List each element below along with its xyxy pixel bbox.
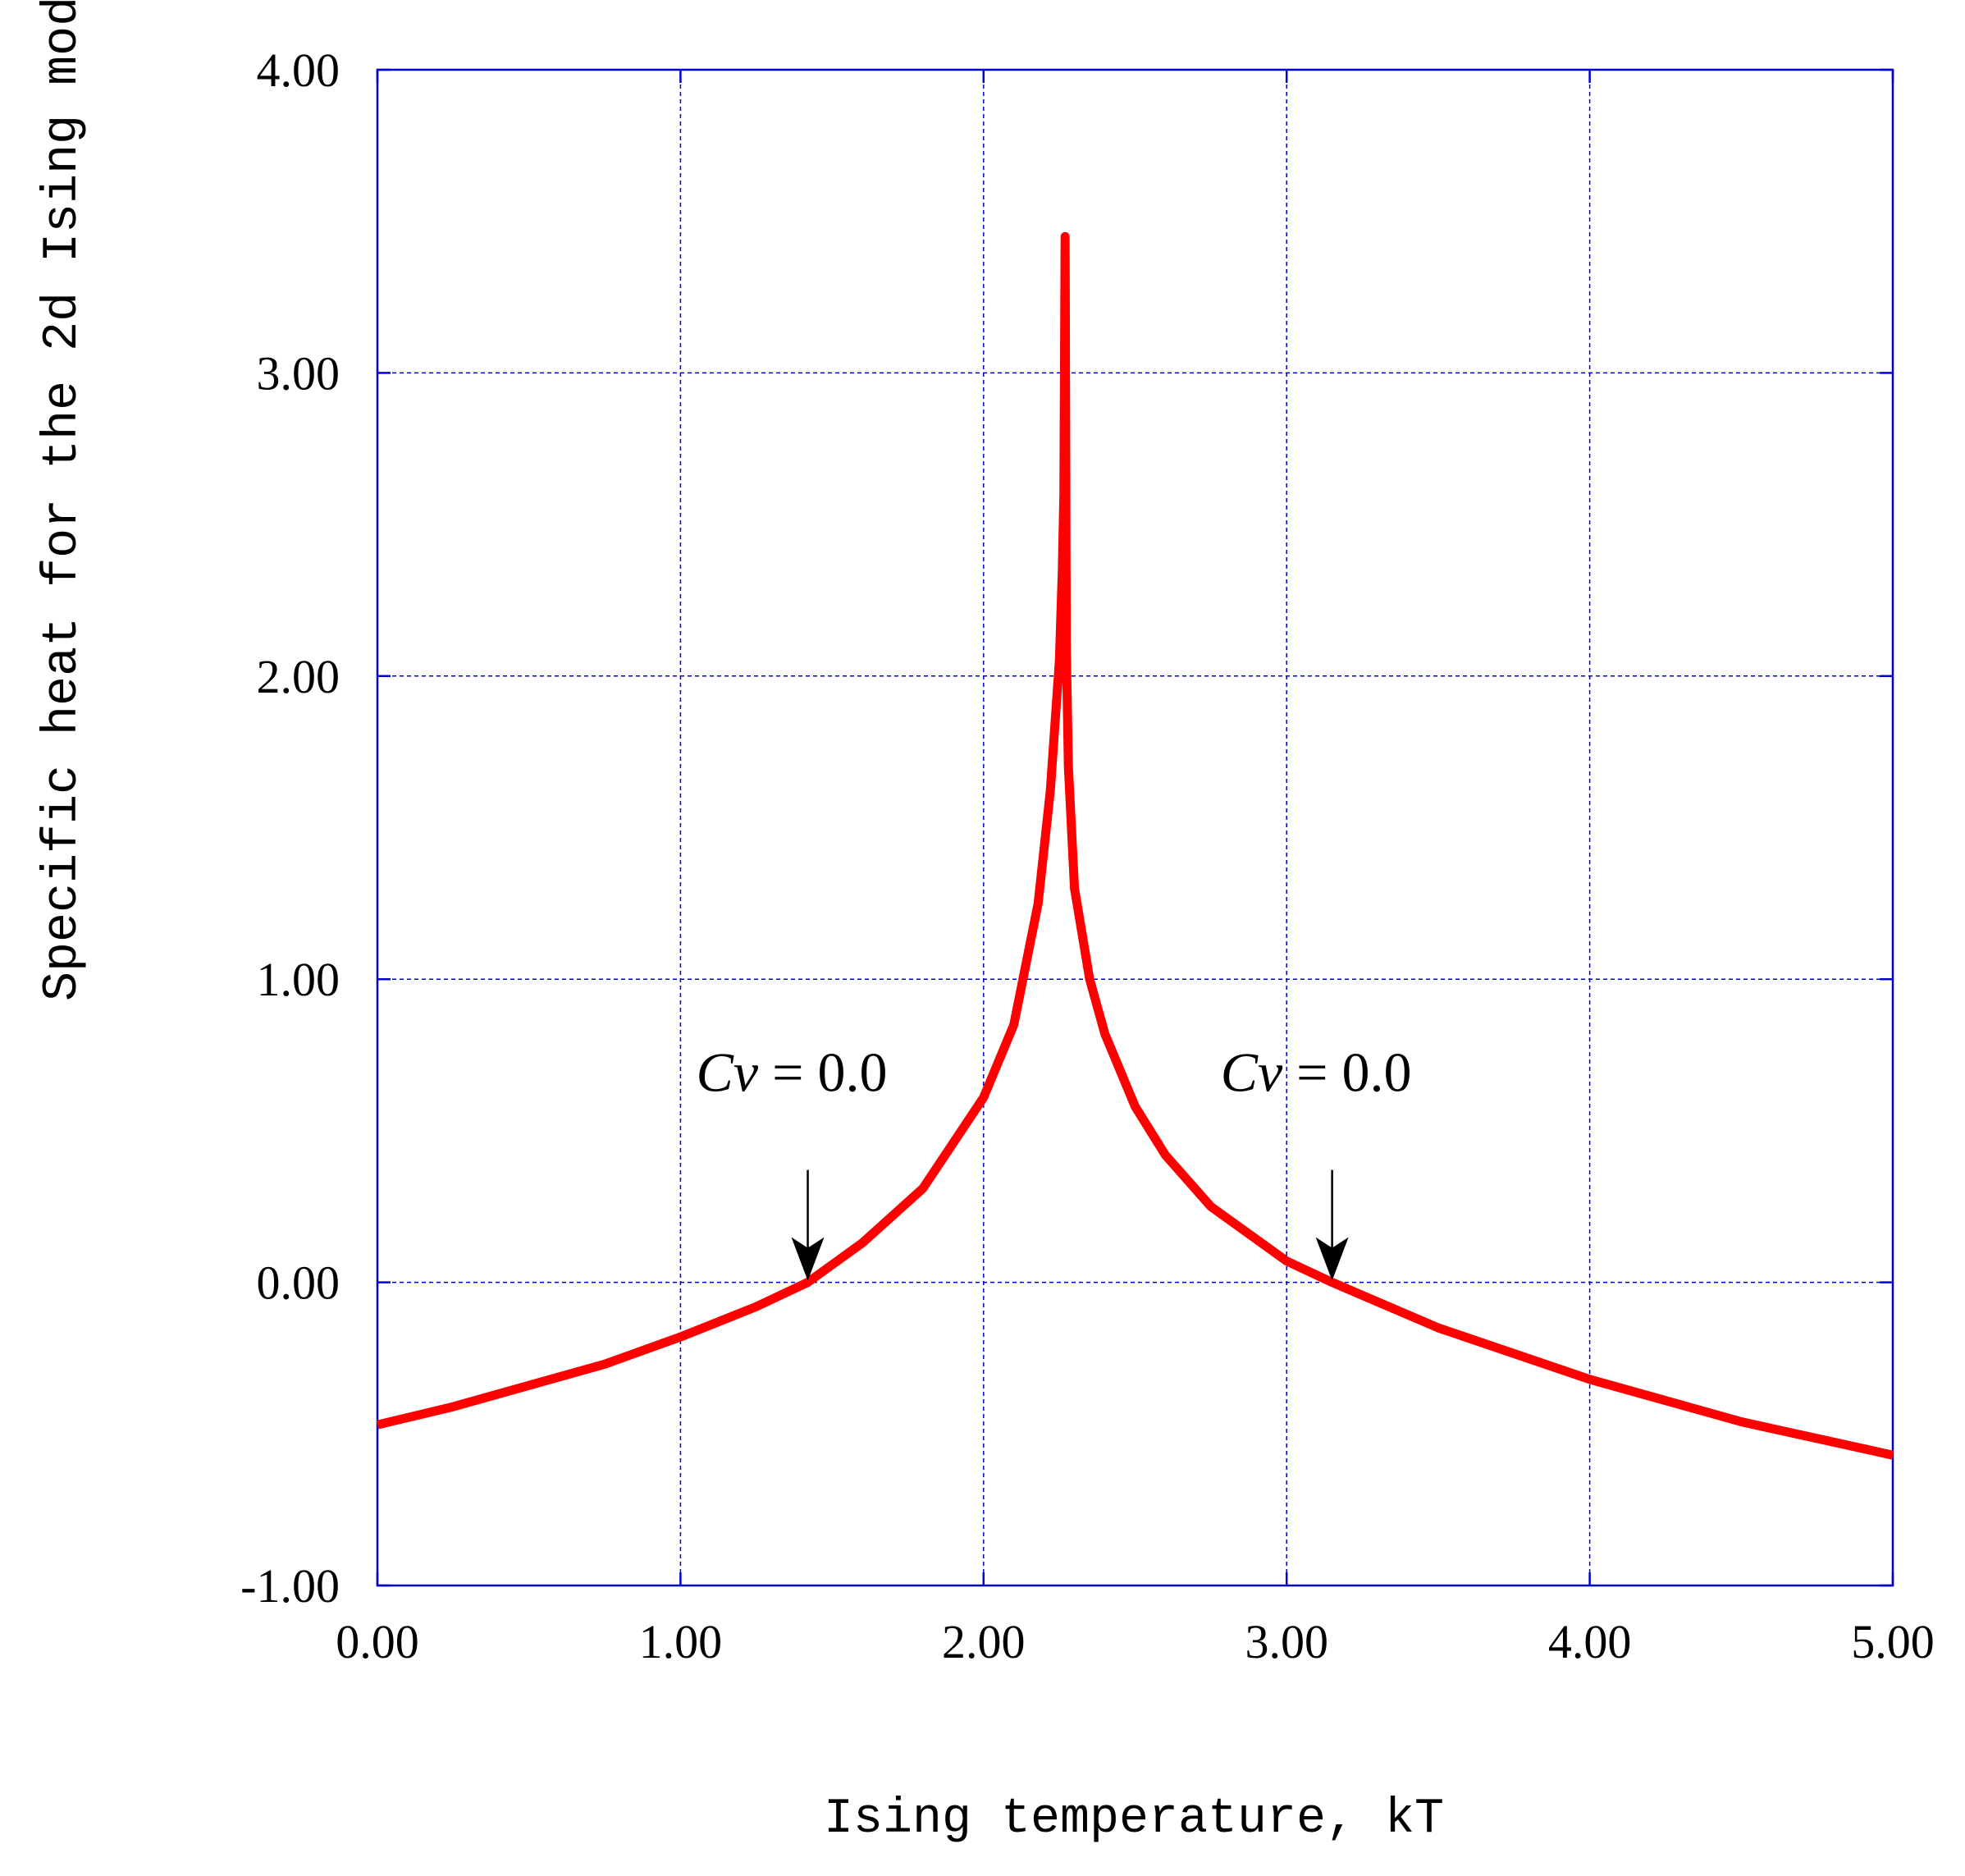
x-tick-label: 2.00 <box>942 1615 1026 1668</box>
y-axis-title-prefix: Specific heat for the 2d Ising model, <box>35 0 91 1001</box>
x-axis-title: Ising temperature, kT <box>824 1791 1444 1847</box>
plot-border <box>376 68 1894 1587</box>
annotation-label: Cv = 0.0 <box>1221 1041 1412 1104</box>
specific-heat-curve <box>376 231 1894 1460</box>
annotation-1: Cv = 0.0 <box>697 1041 888 1281</box>
annotation-var: Cv <box>697 1041 759 1104</box>
curve-layer <box>376 231 1894 1460</box>
plot-frame <box>376 68 1894 1587</box>
x-tick-label: 5.00 <box>1851 1615 1935 1668</box>
annotation-eq: = 0.0 <box>1282 1041 1411 1104</box>
annotations: Cv = 0.0 Cv = 0.0 <box>697 1041 1412 1281</box>
annotation-arrow-head <box>791 1237 825 1281</box>
y-tick-label: 3.00 <box>257 346 340 400</box>
x-tick-label: 1.00 <box>639 1615 723 1668</box>
annotation-2: Cv = 0.0 <box>1221 1041 1412 1281</box>
y-tick-label: 4.00 <box>257 43 340 97</box>
annotation-eq: = 0.0 <box>758 1041 887 1104</box>
y-tick-label: 0.00 <box>257 1256 340 1310</box>
x-tick-label: 4.00 <box>1548 1615 1632 1668</box>
grid-lines <box>377 70 1893 1585</box>
y-axis-ticks: -1.00 0.00 1.00 2.00 3.00 4.00 <box>240 43 340 1613</box>
y-tick-label: -1.00 <box>240 1559 340 1613</box>
x-axis-ticks: 0.00 1.00 2.00 3.00 4.00 5.00 <box>336 1615 1935 1668</box>
y-tick-label: 2.00 <box>257 650 340 703</box>
y-axis-title: Specific heat for the 2d Ising model, C … <box>35 0 112 1001</box>
x-tick-label: 3.00 <box>1245 1615 1328 1668</box>
x-tick-label: 0.00 <box>336 1615 419 1668</box>
annotation-arrow-head <box>1315 1237 1349 1281</box>
svg-text:Specific heat for the 2d Ising: Specific heat for the 2d Ising model, C … <box>35 0 112 1001</box>
y-tick-label: 1.00 <box>257 953 340 1006</box>
annotation-label: Cv = 0.0 <box>697 1041 888 1104</box>
annotation-var: Cv <box>1221 1041 1283 1104</box>
